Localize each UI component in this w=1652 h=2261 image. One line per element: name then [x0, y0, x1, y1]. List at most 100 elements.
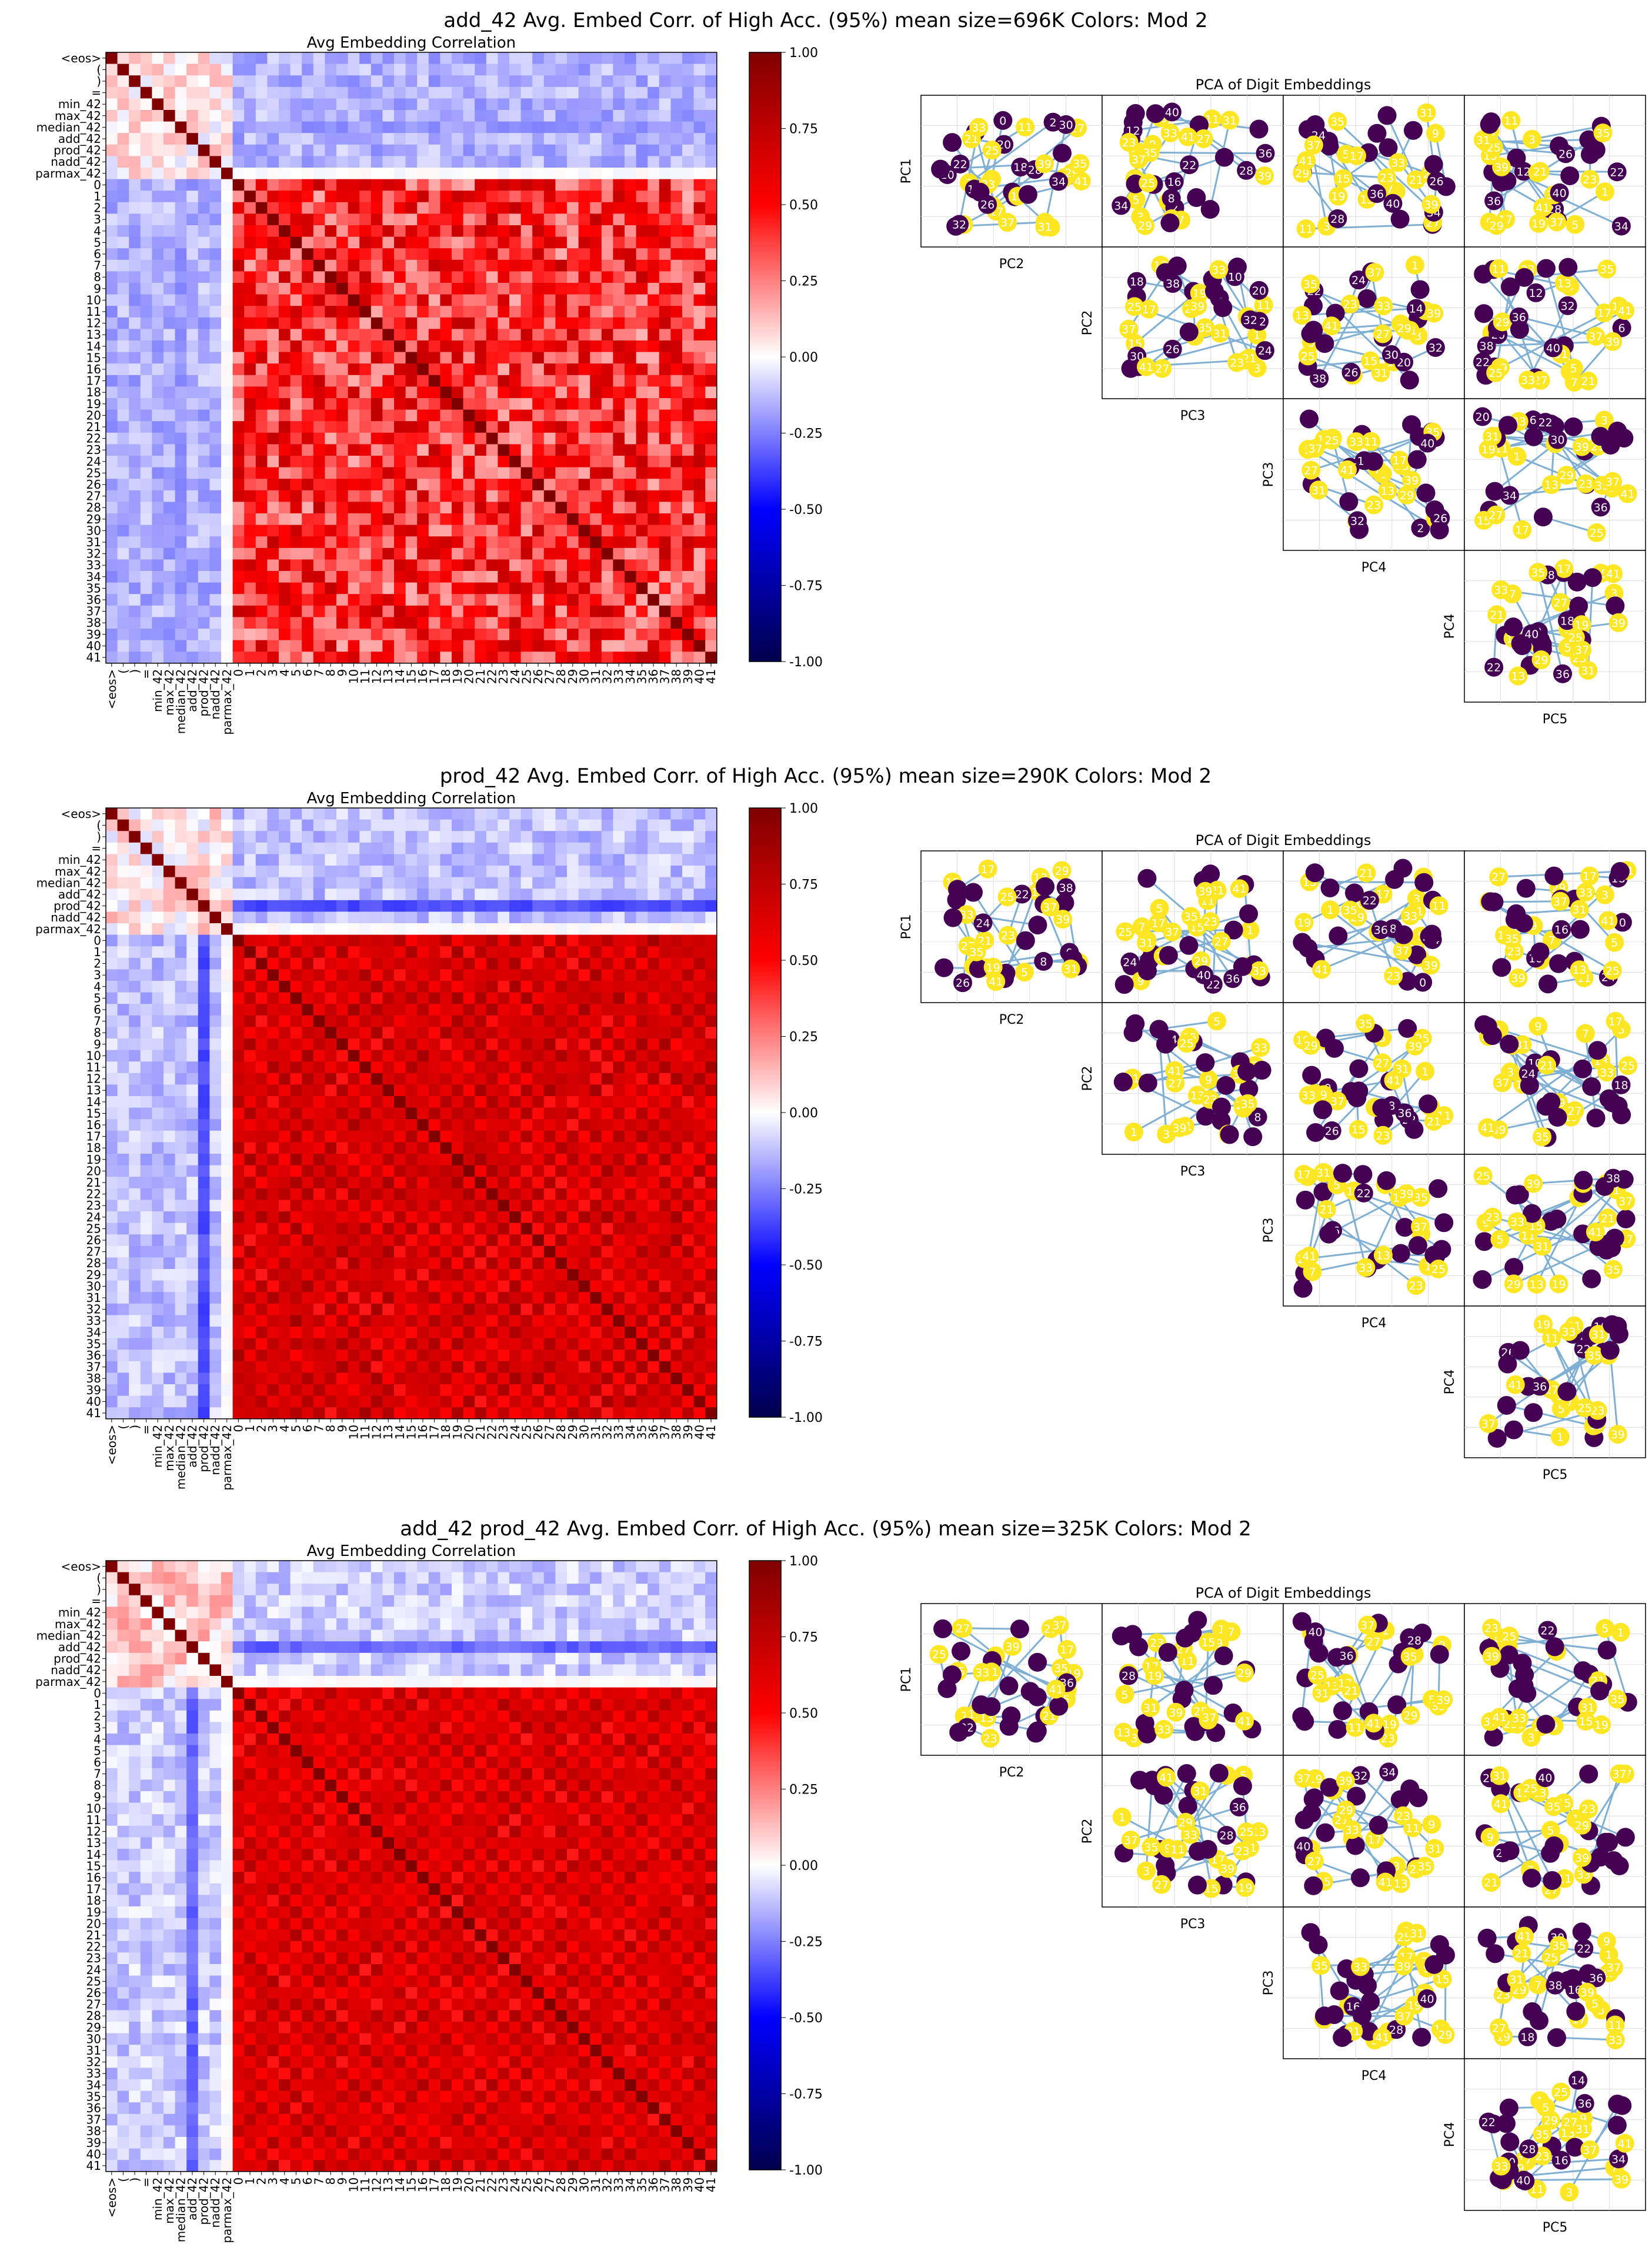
- heatmap-cell: [348, 934, 360, 947]
- heatmap-cell: [428, 98, 440, 111]
- heatmap-cell: [371, 605, 383, 617]
- heatmap-cell: [325, 605, 337, 617]
- heatmap-cell: [463, 467, 475, 479]
- heatmap-cell: [348, 525, 360, 537]
- heatmap-cell: [255, 934, 268, 947]
- pca-point-label: 33: [1494, 584, 1508, 597]
- heatmap-cell: [682, 86, 695, 99]
- heatmap-cell: [486, 889, 498, 901]
- heatmap-cell: [428, 629, 440, 641]
- heatmap-cell: [625, 98, 637, 111]
- heatmap-cell: [336, 168, 349, 180]
- heatmap-cell: [452, 352, 464, 364]
- heatmap-cell: [348, 248, 360, 261]
- heatmap-cell: [578, 75, 590, 88]
- heatmap-cell: [290, 571, 302, 583]
- heatmap-cell: [140, 259, 152, 272]
- heatmap-cell: [232, 582, 245, 595]
- heatmap-cell: [520, 605, 533, 617]
- pca-point: [1514, 268, 1534, 287]
- heatmap-cell: [371, 432, 383, 445]
- heatmap-cell: [106, 594, 118, 606]
- heatmap-cell: [359, 121, 372, 133]
- heatmap-cell: [682, 421, 695, 433]
- heatmap-cell: [382, 629, 395, 641]
- y-tick-label: 8: [94, 270, 101, 284]
- heatmap-cell: [152, 479, 164, 491]
- heatmap-cell: [152, 900, 164, 912]
- heatmap-cell: [648, 536, 660, 549]
- pca-point-label: 13: [1544, 479, 1558, 492]
- heatmap-cell: [625, 352, 637, 364]
- heatmap-cell: [394, 363, 406, 376]
- heatmap-cell: [279, 179, 291, 191]
- heatmap-cell: [440, 911, 452, 924]
- heatmap-cell: [186, 259, 199, 272]
- heatmap-cell: [543, 536, 556, 549]
- heatmap-cell: [578, 946, 590, 958]
- heatmap-cell: [359, 640, 372, 652]
- heatmap-cell: [498, 866, 510, 878]
- heatmap-cell: [198, 444, 210, 456]
- heatmap-cell: [325, 225, 337, 238]
- heatmap-cell: [475, 225, 487, 238]
- pca-point-label: 25: [1127, 300, 1142, 313]
- heatmap-cell: [659, 133, 671, 145]
- heatmap-cell: [463, 525, 475, 537]
- heatmap-cell: [693, 283, 706, 295]
- heatmap-cell: [498, 271, 510, 283]
- heatmap-cell: [693, 409, 706, 422]
- heatmap-cell: [463, 629, 475, 641]
- heatmap-cell: [452, 652, 464, 664]
- heatmap-cell: [486, 421, 498, 433]
- heatmap-cell: [221, 248, 233, 261]
- heatmap-cell: [336, 375, 349, 387]
- heatmap-cell: [475, 866, 487, 878]
- heatmap-cell: [302, 421, 314, 433]
- pca-point: [1416, 483, 1436, 503]
- heatmap-cell: [163, 981, 176, 993]
- heatmap-cell: [371, 547, 383, 560]
- y-tick-label: 12: [86, 316, 101, 330]
- heatmap-cell: [129, 854, 141, 866]
- heatmap-cell: [336, 934, 349, 947]
- heatmap-cell: [648, 432, 660, 445]
- heatmap-cell: [636, 605, 648, 617]
- pca-point: [1179, 322, 1199, 342]
- heatmap-cell: [659, 594, 671, 606]
- heatmap-cell: [371, 283, 383, 295]
- heatmap-cell: [475, 808, 487, 820]
- pca-point-label: 29: [1400, 489, 1414, 502]
- heatmap-cell: [382, 502, 395, 514]
- heatmap-cell: [555, 248, 568, 261]
- heatmap-cell: [244, 110, 256, 122]
- heatmap-cell: [705, 571, 717, 583]
- heatmap-cell: [567, 819, 579, 831]
- heatmap-cell: [255, 502, 268, 514]
- heatmap-cell: [693, 168, 706, 180]
- heatmap-cell: [129, 168, 141, 180]
- pca-ylabel: PC4: [1443, 614, 1457, 639]
- heatmap-cell: [129, 594, 141, 606]
- heatmap-cell: [555, 121, 568, 133]
- heatmap-cell: [348, 819, 360, 831]
- heatmap-cell: [659, 144, 671, 156]
- heatmap-cell: [336, 969, 349, 981]
- heatmap-cell: [290, 467, 302, 479]
- heatmap-cell: [325, 866, 337, 878]
- heatmap-cell: [175, 479, 187, 491]
- heatmap-cell: [359, 398, 372, 410]
- heatmap-cell: [486, 306, 498, 318]
- heatmap-cell: [129, 571, 141, 583]
- heatmap-cell: [428, 456, 440, 468]
- heatmap-cell: [117, 900, 129, 912]
- pca-panel: PC1PC20123457910111213141517181920212223…: [899, 95, 1103, 272]
- heatmap-cell: [601, 617, 613, 629]
- heatmap-cell: [106, 513, 118, 526]
- heatmap-cell: [302, 456, 314, 468]
- heatmap-cell: [555, 202, 568, 214]
- heatmap-cell: [520, 133, 533, 145]
- heatmap-cell: [636, 121, 648, 133]
- heatmap-cell: [509, 202, 522, 214]
- heatmap-cell: [186, 86, 199, 99]
